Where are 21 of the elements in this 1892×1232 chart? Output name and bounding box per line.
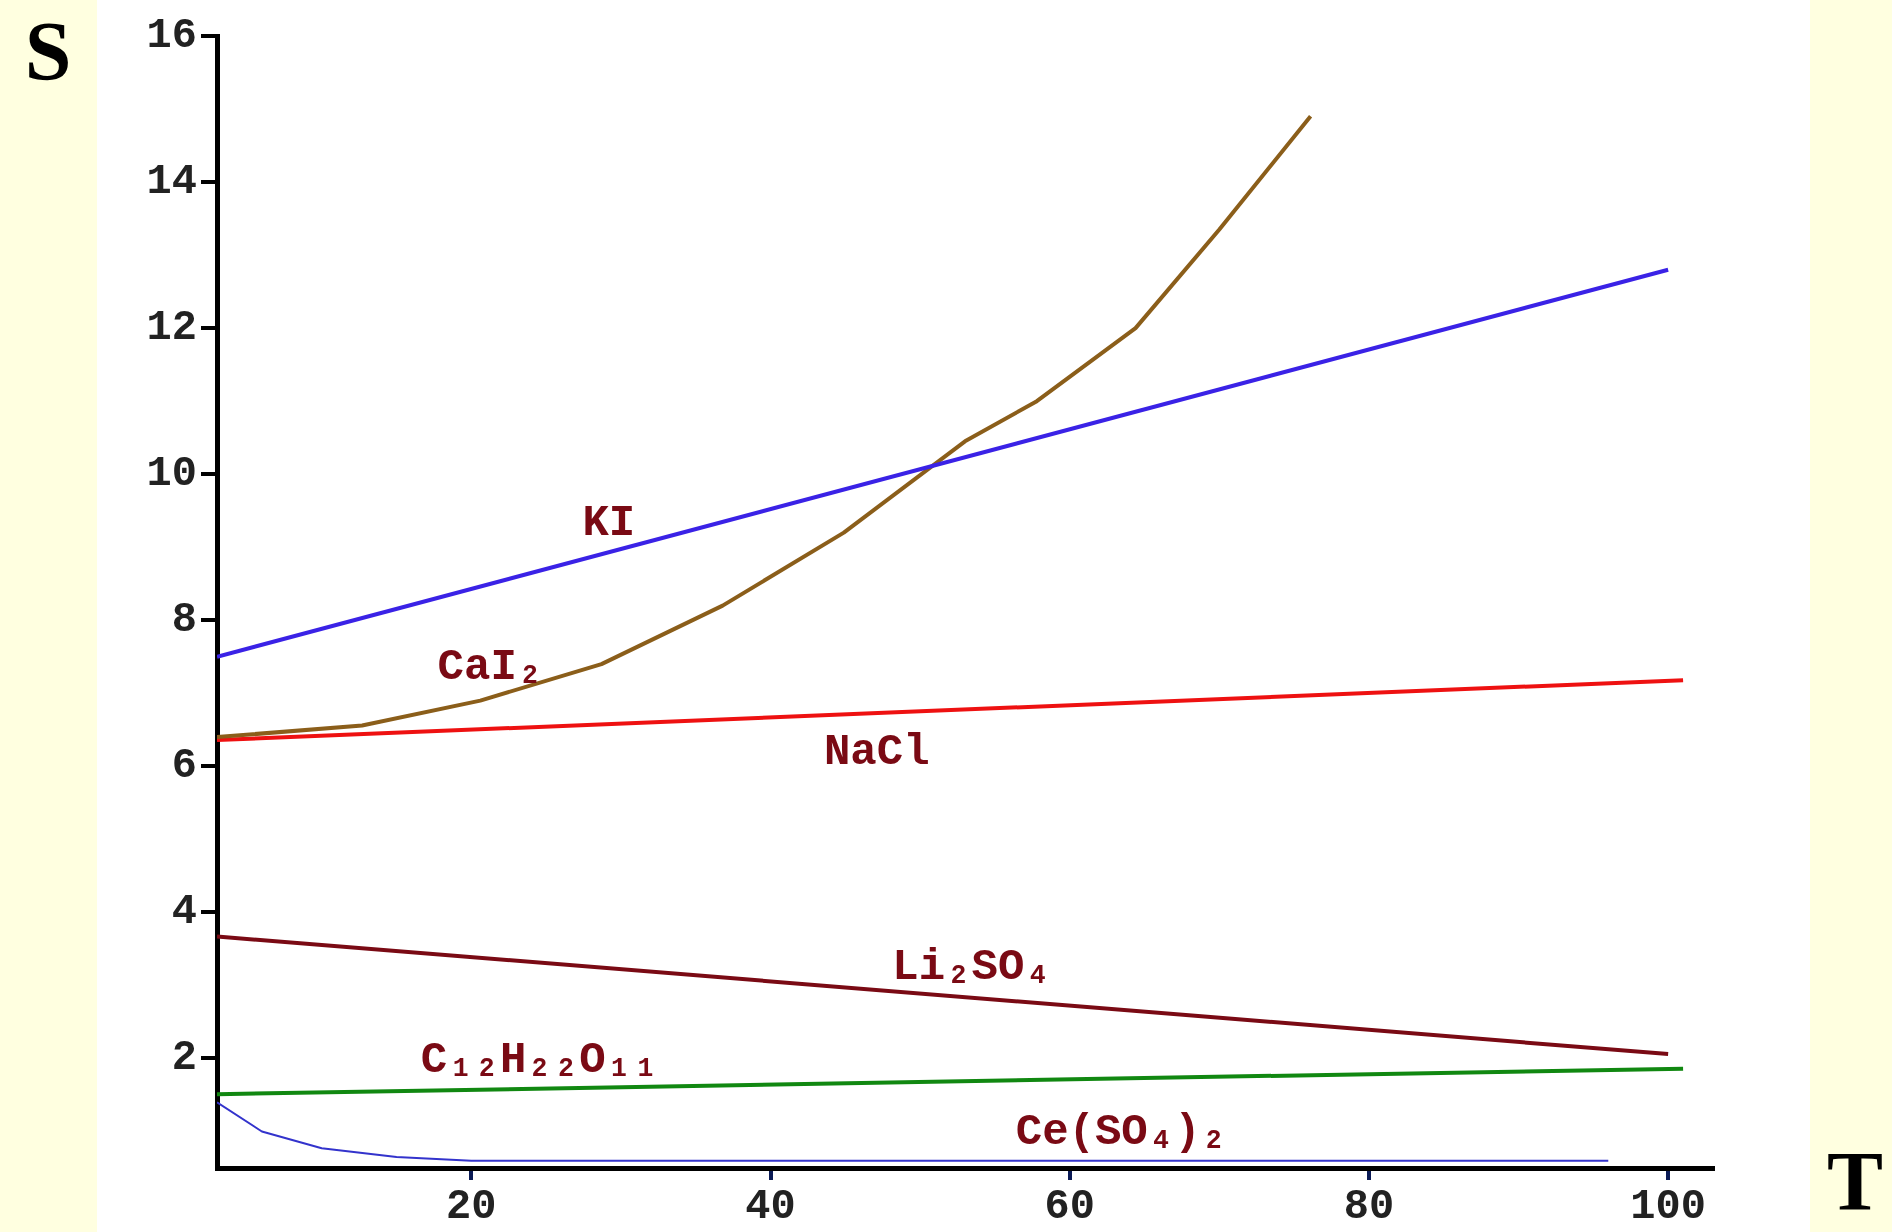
- x-tick-label: 20: [446, 1182, 497, 1231]
- x-axis-title: T: [1826, 1134, 1884, 1228]
- y-tick-label: 8: [171, 595, 197, 644]
- series-label: Ce(SO₄)₂: [1015, 1106, 1227, 1157]
- x-tick-label: 80: [1343, 1182, 1395, 1231]
- series-label: CaI₂: [437, 641, 544, 692]
- series-label: Li₂SO₄: [892, 941, 1051, 992]
- y-tick-label: 6: [171, 741, 197, 790]
- series-label: NaCl: [823, 727, 930, 778]
- y-tick-label: 16: [146, 11, 197, 60]
- x-tick-label: 60: [1044, 1182, 1095, 1231]
- y-tick-label: 2: [171, 1034, 197, 1083]
- y-axis-title: S: [24, 4, 72, 98]
- y-tick-label: 4: [171, 887, 197, 936]
- x-tick-label: 100: [1630, 1182, 1706, 1231]
- y-tick-label: 10: [146, 449, 197, 498]
- series-label: KI: [582, 498, 636, 549]
- series-label: C₁₂H₂₂O₁₁: [420, 1034, 659, 1085]
- y-tick-label: 14: [146, 157, 197, 206]
- x-tick-label: 40: [745, 1182, 796, 1231]
- y-tick-label: 12: [146, 303, 197, 352]
